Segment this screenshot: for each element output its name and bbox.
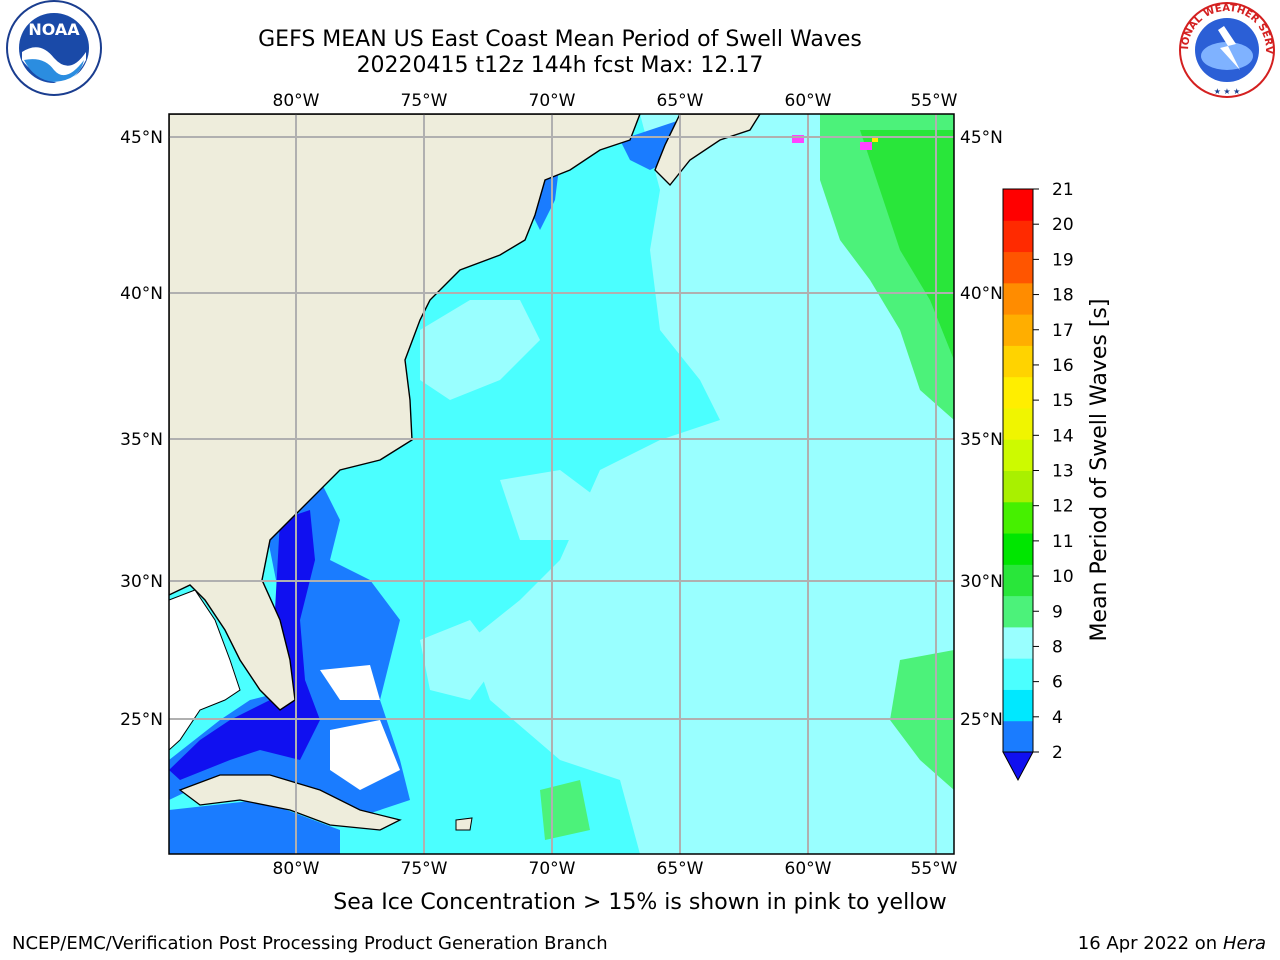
colorbar-tick-label: 17 [1052, 321, 1074, 341]
map-plot-area [169, 114, 954, 854]
map-subtitle: 20220415 t12z 144h fcst Max: 12.17 [356, 53, 764, 78]
lat-label-left: 35°N [120, 430, 163, 450]
swell-8-9-region [420, 620, 500, 700]
lat-label-left: 45°N [120, 128, 163, 148]
svg-text:★ ★ ★: ★ ★ ★ [1214, 87, 1241, 96]
credit-machine: Hera [1222, 933, 1266, 954]
colorbar-segment [1003, 595, 1033, 628]
credit-date: 16 Apr 2022 on Hera [1078, 933, 1266, 954]
colorbar-segment [1003, 626, 1033, 659]
colorbar-segment [1003, 439, 1033, 471]
colorbar-tick-label: 9 [1052, 602, 1063, 622]
lat-label-right: 35°N [960, 430, 1003, 450]
colorbar-tick-label: 10 [1052, 567, 1074, 587]
lat-label-right: 30°N [960, 572, 1003, 592]
colorbar-segment [1003, 658, 1033, 690]
lon-label-bottom: 55°W [911, 859, 958, 879]
lat-label-left: 30°N [120, 572, 163, 592]
colorbar-segment [1003, 720, 1033, 753]
swell-8-9-region [470, 114, 954, 854]
colorbar-segment [1003, 251, 1033, 284]
lon-label-bottom: 80°W [273, 859, 320, 879]
colorbar-tick-label: 19 [1052, 250, 1074, 270]
lon-label-top: 75°W [401, 91, 448, 111]
land-area [654, 114, 761, 187]
colorbar-segment [1003, 282, 1033, 315]
lon-label-top: 60°W [785, 91, 832, 111]
colorbar-segment [1003, 345, 1033, 378]
swell-2-4-region [169, 800, 340, 854]
sea-ice-pixel [872, 136, 878, 142]
sea-ice-pixel [792, 135, 804, 143]
noaa-logo-text: NOAA [28, 20, 80, 39]
colorbar-tick-label: 18 [1052, 286, 1074, 306]
land-area [320, 665, 380, 700]
colorbar-tick-label: 2 [1052, 743, 1063, 763]
swell-8-9-region [500, 470, 600, 540]
colorbar-segment [1003, 376, 1033, 409]
lon-label-bottom: 65°W [657, 859, 704, 879]
credit-date-text: 16 Apr 2022 on [1077, 933, 1223, 954]
lon-label-top: 80°W [273, 91, 320, 111]
land-area [455, 817, 473, 831]
colorbar-tick-label: 21 [1052, 180, 1074, 200]
sea-ice-pixel [860, 142, 872, 150]
colorbar-label: Mean Period of Swell Waves [s] [1087, 299, 1112, 642]
colorbar-tick-label: 20 [1052, 215, 1074, 235]
colorbar-segment [1003, 533, 1033, 565]
land-area [330, 720, 400, 790]
lon-label-top: 55°W [911, 91, 958, 111]
credit-text: NCEP/EMC/Verification Post Processing Pr… [12, 933, 608, 954]
swell-8-9-region [420, 300, 540, 400]
colorbar-segment [1003, 189, 1033, 221]
lat-label-right: 25°N [960, 710, 1003, 730]
land-area [169, 114, 641, 711]
noaa-logo: NOAA [6, 0, 102, 96]
colorbar-segment [1003, 470, 1033, 503]
land-area [169, 589, 241, 751]
lat-label-right: 45°N [960, 128, 1003, 148]
colorbar: 2 4 6 8 9 10 11 12 13 14 15 16 17 18 19 20 21 [1002, 180, 1074, 782]
colorbar-tick-label: 12 [1052, 497, 1074, 517]
swell-2-4-region [169, 510, 320, 780]
colorbar-tick-label: 15 [1052, 391, 1074, 411]
map-title: GEFS MEAN US East Coast Mean Period of S… [258, 27, 862, 52]
colorbar-extend-arrow [1002, 751, 1034, 782]
colorbar-segment [1003, 407, 1033, 440]
lat-label-right: 40°N [960, 284, 1003, 304]
graticule [169, 114, 954, 854]
lon-label-bottom: 70°W [529, 859, 576, 879]
lat-label-left: 25°N [120, 710, 163, 730]
nws-logo: NATIONAL WEATHER SERVICE ★ ★ ★ [1174, 0, 1275, 98]
colorbar-segment [1003, 220, 1033, 253]
colorbar-segment [1003, 689, 1033, 722]
colorbar-tick-label: 11 [1052, 532, 1074, 552]
colorbar-tick-label: 4 [1052, 708, 1063, 728]
colorbar-tick-label: 14 [1052, 426, 1074, 446]
lon-label-bottom: 75°W [401, 859, 448, 879]
colorbar-tick-label: 13 [1052, 462, 1074, 482]
lon-label-top: 70°W [529, 91, 576, 111]
colorbar-tick-label: 6 [1052, 673, 1063, 693]
colorbar-segment [1003, 501, 1033, 534]
lon-label-bottom: 60°W [785, 859, 832, 879]
map-frame [168, 113, 955, 855]
colorbar-tick-label: 8 [1052, 637, 1063, 657]
lon-label-top: 65°W [657, 91, 704, 111]
lat-label-left: 40°N [120, 284, 163, 304]
colorbar-segment [1003, 564, 1033, 597]
swell-9-10-region [860, 130, 954, 360]
colorbar-tick-label: 16 [1052, 356, 1074, 376]
land-area [178, 774, 402, 831]
colorbar-segment [1003, 314, 1033, 346]
sea-ice-note: Sea Ice Concentration > 15% is shown in … [333, 890, 947, 915]
